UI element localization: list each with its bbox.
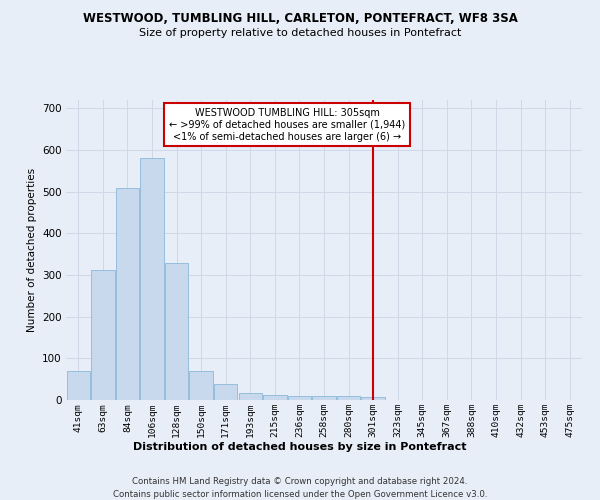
Text: Contains HM Land Registry data © Crown copyright and database right 2024.: Contains HM Land Registry data © Crown c… [132, 478, 468, 486]
Bar [91, 270, 115, 400]
Text: Distribution of detached houses by size in Pontefract: Distribution of detached houses by size … [133, 442, 467, 452]
Bar [67, 371, 90, 400]
Bar [288, 396, 311, 400]
Text: Size of property relative to detached houses in Pontefract: Size of property relative to detached ho… [139, 28, 461, 38]
Bar [263, 395, 287, 400]
Bar [337, 396, 360, 400]
Bar [165, 262, 188, 400]
Y-axis label: Number of detached properties: Number of detached properties [26, 168, 37, 332]
Bar [116, 188, 139, 400]
Bar [140, 158, 164, 400]
Text: Contains public sector information licensed under the Open Government Licence v3: Contains public sector information licen… [113, 490, 487, 499]
Bar [239, 393, 262, 400]
Bar [190, 371, 213, 400]
Bar [361, 397, 385, 400]
Bar [313, 396, 335, 400]
Bar [214, 384, 238, 400]
Text: WESTWOOD, TUMBLING HILL, CARLETON, PONTEFRACT, WF8 3SA: WESTWOOD, TUMBLING HILL, CARLETON, PONTE… [83, 12, 517, 26]
Text: WESTWOOD TUMBLING HILL: 305sqm
← >99% of detached houses are smaller (1,944)
<1%: WESTWOOD TUMBLING HILL: 305sqm ← >99% of… [169, 108, 405, 142]
